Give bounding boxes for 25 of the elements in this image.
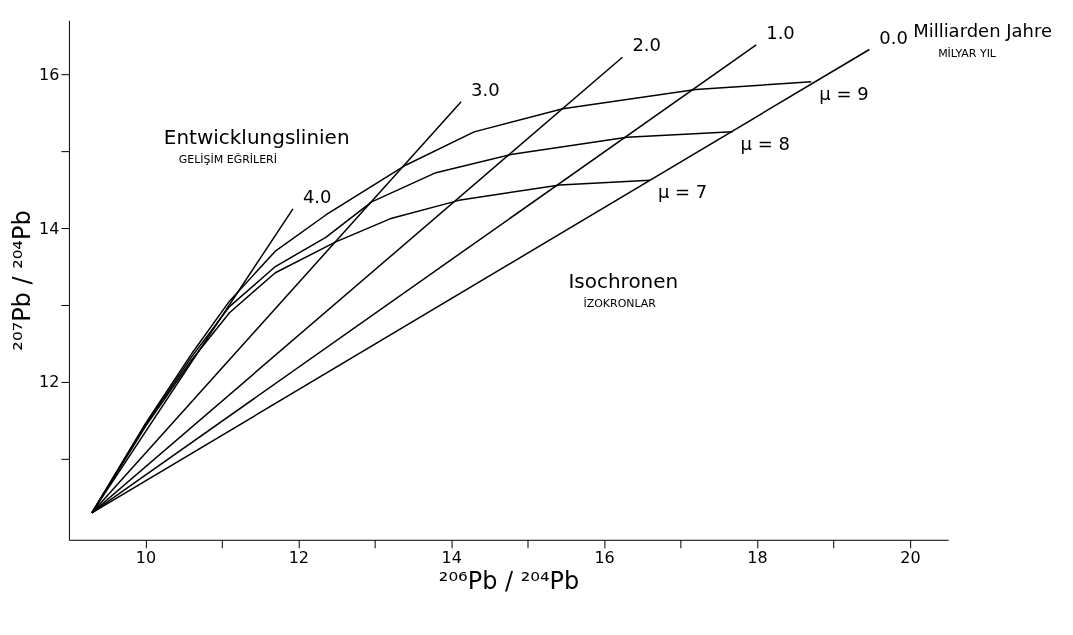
- series-label: μ = 9: [819, 82, 869, 104]
- annotation: Entwicklungslinien: [163, 125, 350, 150]
- series-label: 1.0: [766, 21, 795, 43]
- series-label: 0.0: [879, 26, 908, 48]
- annotation: GELİŞİM EĞRİLERİ: [178, 153, 277, 167]
- x-axis-title: ²⁰⁶Pb / ²⁰⁴Pb: [438, 567, 580, 596]
- series-label: 2.0: [632, 34, 662, 56]
- annotation: Milliarden Jahre: [913, 20, 1053, 42]
- y-tick-label: 16: [39, 64, 60, 84]
- series-label: μ = 8: [740, 132, 790, 154]
- x-tick-label: 16: [594, 548, 615, 568]
- series-label: μ = 7: [657, 181, 708, 203]
- annotation: MİLYAR YIL: [938, 47, 997, 61]
- annotation: İZOKRONLAR: [583, 297, 657, 310]
- y-tick-label: 12: [39, 372, 60, 392]
- x-tick-label: 18: [747, 548, 768, 568]
- x-tick-label: 20: [900, 548, 921, 568]
- x-tick-label: 14: [441, 548, 462, 568]
- y-axis-title: ²⁰⁷Pb / ²⁰⁴Pb: [8, 210, 37, 351]
- series-label: 3.0: [471, 78, 500, 100]
- x-tick-label: 12: [288, 548, 309, 568]
- y-tick-label: 14: [39, 218, 60, 238]
- x-tick-label: 10: [135, 548, 157, 568]
- annotation: Isochronen: [568, 269, 679, 294]
- series-label: 4.0: [302, 185, 332, 207]
